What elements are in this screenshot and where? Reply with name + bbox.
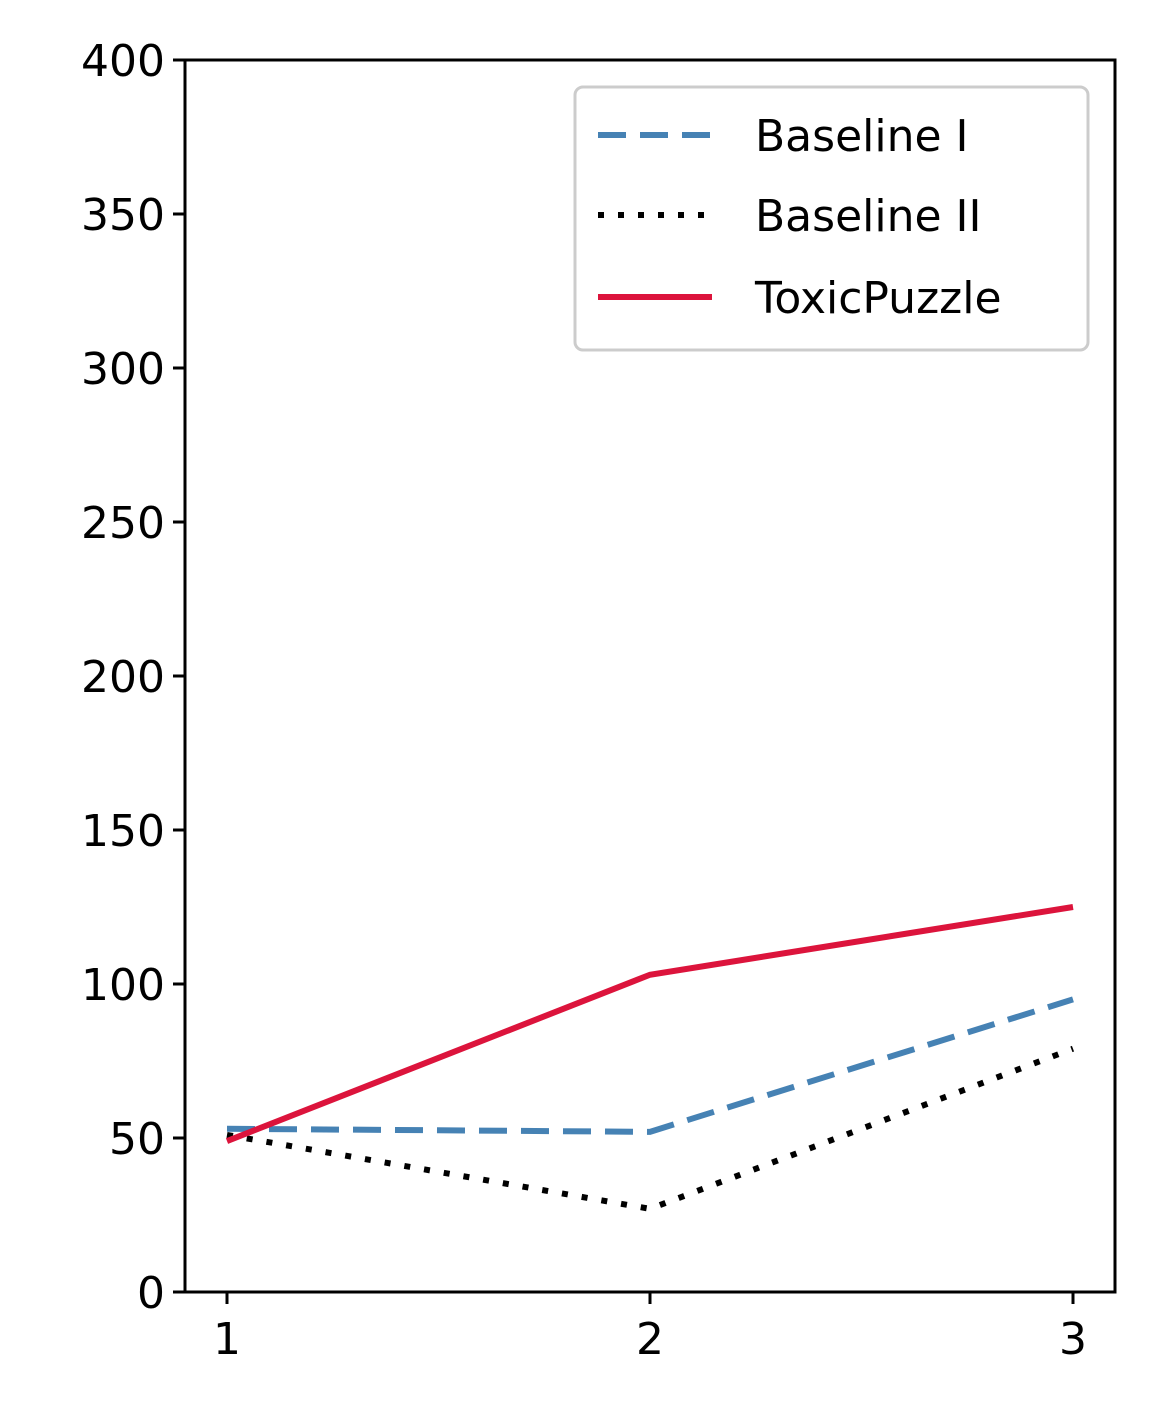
legend: Baseline I Baseline II ToxicPuzzle: [573, 85, 1090, 352]
x-tick-label: 3: [1059, 1314, 1087, 1365]
series-line-baseline-ii: [226, 1045, 1075, 1212]
y-tick-label: 350: [81, 190, 165, 241]
y-axis: 0 50 100 150 200 250 300 350 400: [81, 36, 185, 1319]
y-tick-label: 250: [81, 498, 165, 549]
y-tick-label: 300: [81, 344, 165, 395]
series-line-toxicpuzzle: [225, 904, 1074, 1144]
y-tick-label: 150: [81, 806, 165, 857]
y-tick-label: 50: [109, 1114, 165, 1165]
y-tick-label: 200: [81, 652, 165, 703]
plot-frame: [183, 58, 1117, 1294]
y-tick-label: 400: [81, 36, 165, 87]
legend-label: Baseline I: [755, 111, 969, 162]
y-tick-label: 0: [137, 1268, 165, 1319]
legend-label: ToxicPuzzle: [754, 273, 1002, 324]
series-line-baseline-i: [226, 996, 1074, 1135]
x-axis: 1 2 3: [213, 1292, 1087, 1365]
x-tick-label: 1: [213, 1314, 241, 1365]
legend-label: Baseline II: [755, 191, 982, 242]
y-tick-label: 100: [81, 960, 165, 1011]
x-tick-label: 2: [636, 1314, 664, 1365]
legend-box: [573, 85, 1090, 352]
series-lines: [225, 904, 1075, 1212]
